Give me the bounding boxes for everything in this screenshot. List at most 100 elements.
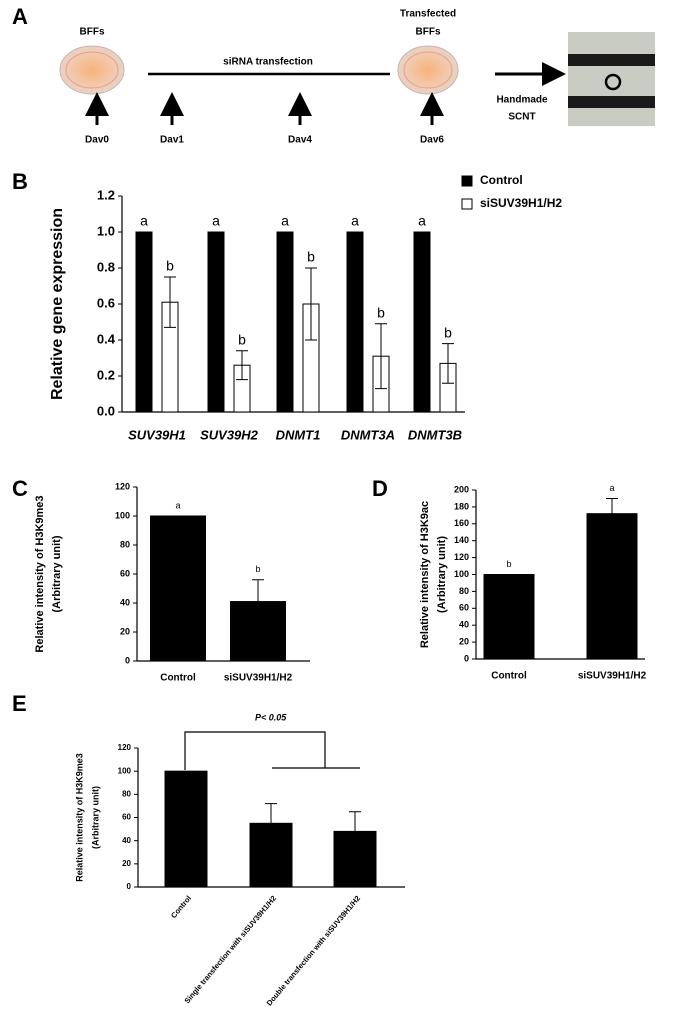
significance-bracket [184, 731, 360, 770]
dish-label: Transfected [400, 9, 456, 20]
y-tick-label: 80 [459, 586, 469, 596]
x-tick-label: DNMT3A [341, 427, 395, 442]
dish-rim [65, 51, 119, 89]
x-tick-label: SUV39H1 [128, 427, 186, 442]
y-tick-label: 120 [115, 481, 130, 491]
panel-label: D [372, 476, 388, 501]
y-tick-label: 0.8 [97, 259, 115, 274]
significance-letter: a [351, 213, 359, 229]
error-bar [252, 579, 264, 624]
panel-label: E [12, 691, 27, 716]
bar [164, 770, 208, 888]
y-tick-label: 40 [122, 836, 131, 845]
error-bar [349, 811, 361, 852]
y-tick-label: 80 [120, 539, 130, 549]
error-bar [606, 497, 618, 530]
dish-icon [397, 45, 459, 95]
significance-letter: b [506, 559, 511, 569]
y-tick-label: 0.2 [97, 367, 115, 382]
micrograph [568, 32, 655, 126]
legend-swatch [461, 175, 473, 187]
significance-letter: b [444, 324, 452, 340]
day-label: Dav6 [420, 135, 444, 146]
y-axis-label: Relative gene expression [49, 208, 66, 400]
y-tick-label: 160 [454, 518, 469, 528]
error-bar [442, 343, 454, 384]
y-axis-label: (Arbitrary unit) [436, 536, 448, 613]
x-tick-label: DNMT1 [276, 427, 321, 442]
y-tick-label: 20 [459, 636, 469, 646]
y-tick-label: 100 [118, 766, 132, 775]
y-tick-label: 80 [122, 789, 131, 798]
y-tick-label: 100 [115, 510, 130, 520]
y-tick-label: 100 [454, 569, 469, 579]
y-tick-label: 60 [120, 568, 130, 578]
y-tick-label: 40 [459, 620, 469, 630]
significance-letter: a [140, 213, 148, 229]
y-axis-label: Relative intensity of H3K9me3 [74, 753, 84, 882]
y-tick-label: 140 [454, 535, 469, 545]
significance-letter: b [238, 332, 246, 348]
y-tick-label: 180 [454, 501, 469, 511]
y-tick-label: 0.4 [97, 331, 116, 346]
significance-letter: a [609, 483, 614, 493]
dish-rim [403, 51, 453, 89]
significance-letter: b [166, 258, 174, 274]
x-tick-label: SUV39H2 [200, 427, 259, 442]
dish-label: BFFs [416, 27, 441, 38]
x-tick-label: Control [491, 671, 527, 682]
panel-label: C [12, 476, 28, 501]
y-tick-label: 20 [120, 626, 130, 636]
y-tick-label: 1.2 [97, 187, 115, 202]
significance-letter: b [255, 564, 260, 574]
y-tick-label: 200 [454, 484, 469, 494]
y-axis-label: Relative intensity of H3K9me3 [34, 495, 46, 652]
y-tick-label: 0 [127, 882, 132, 891]
legend-label: Control [480, 173, 523, 187]
bar [207, 231, 225, 413]
annotation: P< 0.05 [255, 712, 287, 722]
legend-swatch [461, 198, 473, 210]
panel-a: A BFFs siRNA transfection Transfected BF… [12, 4, 655, 146]
legend-label: siSUV39H1/H2 [480, 196, 562, 210]
y-tick-label: 0 [125, 655, 130, 665]
y-axis-label: (Arbitrary unit) [90, 786, 100, 849]
bar [483, 574, 535, 660]
embryo [604, 73, 622, 91]
y-tick-label: 20 [122, 859, 131, 868]
bar [413, 231, 431, 413]
bar [586, 513, 638, 660]
day-label: Dav0 [85, 135, 109, 146]
y-axis-label: (Arbitrary unit) [51, 535, 63, 612]
error-bar [265, 803, 277, 844]
y-tick-label: 120 [454, 552, 469, 562]
significance-letter: a [418, 213, 426, 229]
significance-letter: b [377, 305, 385, 321]
bar [135, 231, 153, 413]
x-tick-label: Control [160, 673, 196, 684]
error-bar [164, 276, 176, 328]
y-tick-label: 0.6 [97, 295, 115, 310]
error-bar [236, 350, 248, 381]
panel-label: A [12, 4, 28, 29]
error-bar [375, 323, 387, 390]
y-tick-label: 120 [118, 743, 132, 752]
bar [276, 231, 294, 413]
y-axis-label: Relative intensity of H3K9ac [419, 501, 431, 648]
y-tick-label: 0.0 [97, 403, 115, 418]
y-tick-label: 60 [122, 813, 131, 822]
end-label: SCNT [508, 112, 535, 123]
significance-letter: a [212, 213, 220, 229]
y-tick-label: 0 [464, 653, 469, 663]
error-bar [305, 267, 317, 341]
day-label: Dav1 [160, 135, 184, 146]
significance-letter: a [175, 500, 180, 510]
end-label: Handmade [496, 95, 548, 106]
bar [150, 515, 206, 662]
x-tick-label: Double transfection with siSUV39H1/H2 [265, 894, 362, 1008]
y-tick-label: 60 [459, 603, 469, 613]
y-tick-label: 40 [120, 597, 130, 607]
y-tick-label: 1.0 [97, 223, 115, 238]
panel-label: B [12, 169, 28, 194]
